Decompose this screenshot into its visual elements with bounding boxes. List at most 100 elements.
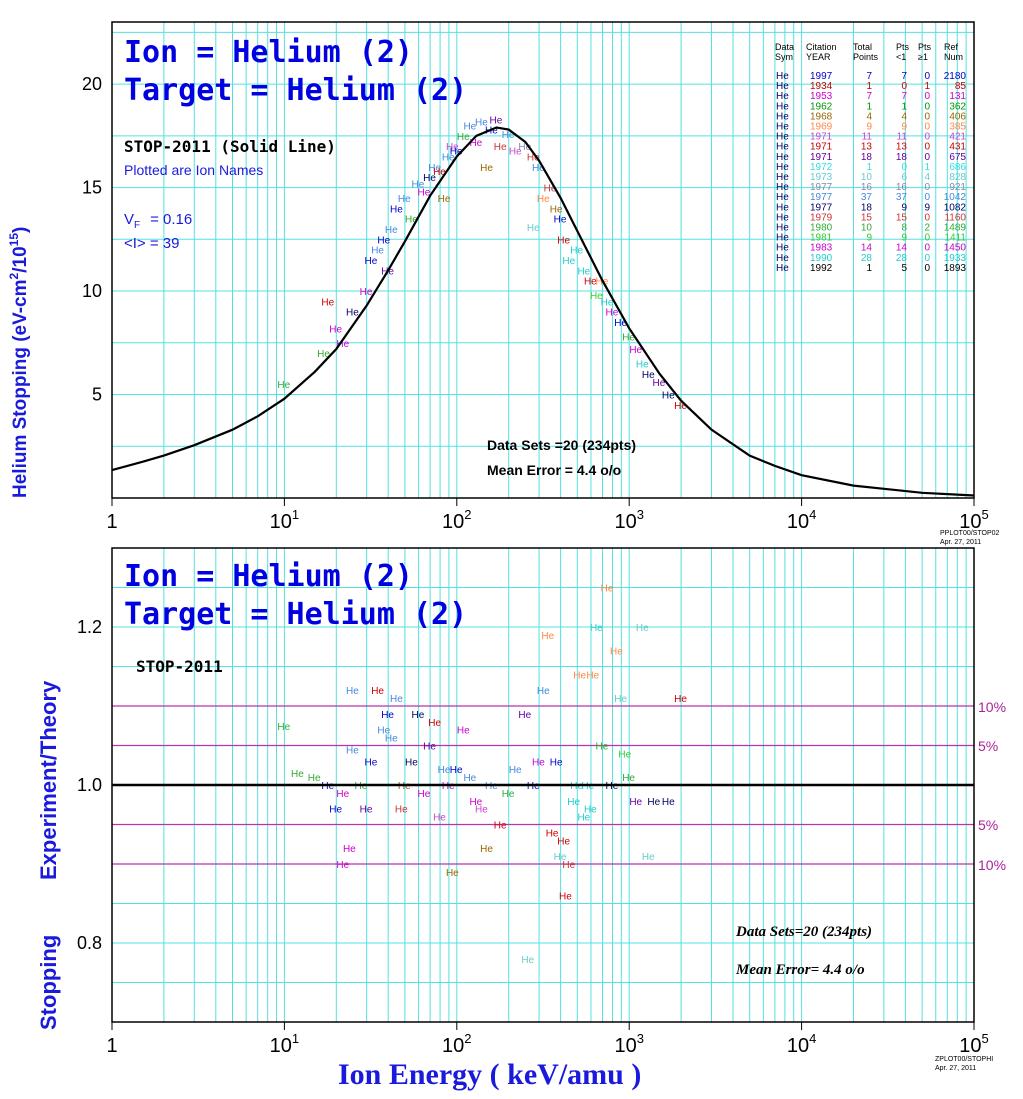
legend-cell: 1968 bbox=[810, 111, 833, 122]
legend-cell: 10 bbox=[861, 172, 873, 183]
data-point-he: He bbox=[629, 797, 642, 808]
data-point-he: He bbox=[629, 345, 642, 356]
legend-cell: 1 bbox=[901, 101, 907, 112]
x-tick-base: 10 bbox=[614, 1035, 636, 1057]
bottom-y-axis-label-top: Experiment/Theory bbox=[36, 680, 61, 880]
x-tick-label: 1 bbox=[106, 511, 117, 533]
legend-cell: 16 bbox=[861, 182, 873, 193]
top-ion-label: Ion = Helium (2) bbox=[124, 35, 413, 70]
data-point-he: He bbox=[537, 686, 550, 697]
data-point-he: He bbox=[418, 188, 431, 199]
data-point-he: He bbox=[405, 215, 418, 226]
legend-cell: 13 bbox=[861, 142, 873, 153]
legend-cell: He bbox=[776, 192, 789, 203]
legend-cell: 18 bbox=[896, 152, 908, 163]
data-point-he: He bbox=[577, 266, 590, 277]
legend-cell: 828 bbox=[949, 172, 966, 183]
legend-cell: 1082 bbox=[944, 202, 967, 213]
data-point-he: He bbox=[562, 256, 575, 267]
data-point-he: He bbox=[442, 781, 455, 792]
legend-cell: 1450 bbox=[944, 243, 967, 254]
legend-cell: 9 bbox=[901, 233, 907, 244]
model-label: STOP-2011 (Solid Line) bbox=[124, 137, 336, 156]
data-point-he: He bbox=[494, 142, 507, 153]
data-point-he: He bbox=[614, 318, 627, 329]
legend-cell: 14 bbox=[861, 243, 873, 254]
top-stamp-id: PPLOT00/STOP02 bbox=[940, 530, 1000, 537]
legend-cell: 1 bbox=[924, 162, 930, 173]
legend-cell: 2 bbox=[924, 223, 930, 234]
data-point-he: He bbox=[377, 726, 390, 737]
bottom-stamp-date: Apr. 27, 2011 bbox=[935, 1065, 976, 1072]
legend-cell: 18 bbox=[861, 152, 873, 163]
data-point-he: He bbox=[662, 797, 675, 808]
top-target-label: Target = Helium (2) bbox=[124, 73, 467, 108]
top-mean-error-text: Mean Error = 4.4 o/o bbox=[487, 462, 621, 478]
legend-cell: 1980 bbox=[810, 223, 833, 234]
legend-header: ≥1 bbox=[918, 52, 928, 62]
data-point-he: He bbox=[622, 333, 635, 344]
x-tick-base: 10 bbox=[614, 511, 636, 533]
legend-cell: 1 bbox=[866, 81, 872, 92]
x-tick-exponent: 5 bbox=[982, 1031, 989, 1046]
data-point-he: He bbox=[343, 844, 356, 855]
legend-cell: 1934 bbox=[810, 81, 833, 92]
legend-cell: 1962 bbox=[810, 101, 833, 112]
data-point-he: He bbox=[509, 765, 522, 776]
top-x-tick-labels: 1 101 102 103 104 105 bbox=[106, 498, 989, 533]
legend-cell: 1971 bbox=[810, 142, 833, 153]
legend-cell: He bbox=[776, 122, 789, 133]
legend-cell: 37 bbox=[861, 192, 873, 203]
legend-cell: 0 bbox=[924, 132, 930, 143]
legend-cell: He bbox=[776, 91, 789, 102]
bottom-datasets-text: Data Sets=20 (234pts) bbox=[735, 924, 872, 940]
data-point-he: He bbox=[329, 805, 342, 816]
legend-cell: He bbox=[776, 263, 789, 274]
data-point-he: He bbox=[527, 223, 540, 234]
data-point-he: He bbox=[438, 194, 451, 205]
data-point-he: He bbox=[395, 805, 408, 816]
legend-cell: 0 bbox=[924, 253, 930, 264]
mean-ionization-label: <I> = 39 bbox=[124, 235, 179, 252]
band-label-10-upper: 10% bbox=[978, 699, 1006, 715]
data-point-he: He bbox=[642, 370, 655, 381]
data-point-he: He bbox=[601, 584, 614, 595]
legend-cell: 362 bbox=[949, 101, 966, 112]
data-point-he: He bbox=[502, 789, 515, 800]
data-point-he: He bbox=[390, 694, 403, 705]
bottom-stamp-id: ZPLOT00/STOPHI bbox=[935, 1056, 993, 1063]
legend-cell: 921 bbox=[949, 182, 966, 193]
legend-cell: 1983 bbox=[810, 243, 833, 254]
data-point-he: He bbox=[346, 308, 359, 319]
legend-cell: 1042 bbox=[944, 192, 967, 203]
legend-cell: 1489 bbox=[944, 223, 967, 234]
legend-cell: 421 bbox=[949, 132, 966, 143]
data-point-he: He bbox=[469, 138, 482, 149]
data-point-he: He bbox=[336, 860, 349, 871]
band-label-10-lower: 10% bbox=[978, 857, 1006, 873]
bottom-target-label: Target = Helium (2) bbox=[124, 597, 467, 632]
data-point-he: He bbox=[554, 215, 567, 226]
data-point-he: He bbox=[584, 805, 597, 816]
y-tick-label: 15 bbox=[82, 178, 102, 198]
legend-cell: 16 bbox=[896, 182, 908, 193]
legend-cell: 1 bbox=[866, 263, 872, 274]
legend-cell: 0 bbox=[901, 81, 907, 92]
legend-cell: 0 bbox=[924, 192, 930, 203]
data-point-he: He bbox=[446, 868, 459, 879]
legend-cell: 14 bbox=[896, 243, 908, 254]
legend-header: Pts bbox=[918, 42, 932, 52]
legend-cell: 4 bbox=[866, 111, 872, 122]
data-point-he: He bbox=[450, 146, 463, 157]
legend-cell: 1 bbox=[866, 162, 872, 173]
legend-cell: 2180 bbox=[944, 71, 967, 82]
data-point-he: He bbox=[518, 142, 531, 153]
legend-header: <1 bbox=[896, 52, 906, 62]
y-tick-label: 1.2 bbox=[77, 617, 102, 637]
data-point-he: He bbox=[423, 742, 436, 753]
data-point-he: He bbox=[509, 146, 522, 157]
legend-cell: 4 bbox=[924, 172, 930, 183]
stop-2011-curve bbox=[111, 126, 975, 497]
legend-cell: 9 bbox=[901, 122, 907, 133]
data-point-he: He bbox=[577, 813, 590, 824]
